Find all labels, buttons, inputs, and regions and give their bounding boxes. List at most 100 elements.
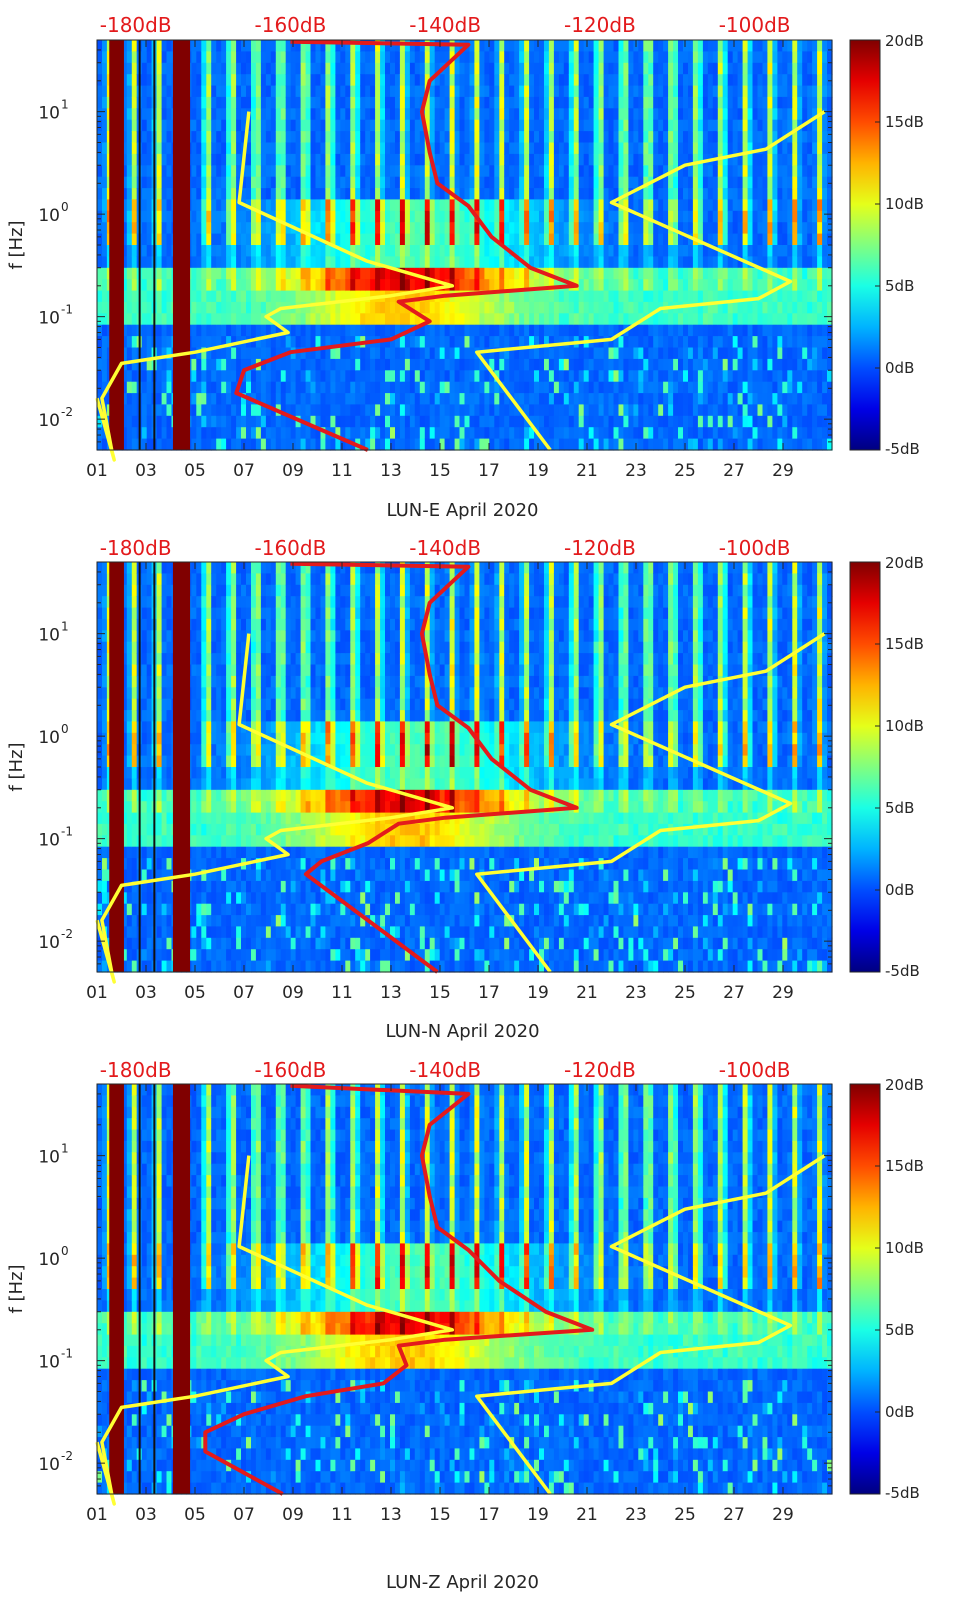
- red-noise-line: [234, 39, 579, 452]
- top-db-label: -100dB: [719, 536, 791, 560]
- x-tick-label: 11: [331, 983, 353, 1003]
- colorbar-label: 15dB: [885, 1157, 924, 1175]
- colorbar-label: 0dB: [885, 359, 914, 377]
- x-axis-label: LUN-Z April 2020: [386, 1572, 539, 1593]
- x-tick-label: 23: [625, 1505, 647, 1525]
- top-db-label: -180dB: [100, 1058, 172, 1082]
- x-tick-label: 05: [184, 461, 206, 481]
- colorbar-label: 5dB: [885, 1321, 914, 1339]
- heatmap-image: [97, 1084, 833, 1495]
- yellow-envelope-line: [95, 1155, 455, 1506]
- x-tick-label: 25: [674, 1505, 696, 1525]
- x-tick-label: 17: [478, 461, 500, 481]
- colorbar-label: 20dB: [885, 1076, 924, 1094]
- x-tick-label: 17: [478, 1505, 500, 1525]
- y-tick-label: 10: [38, 1148, 60, 1168]
- x-tick-label: 01: [86, 461, 108, 481]
- x-tick-label: 23: [625, 983, 647, 1003]
- y-tick-exponent: 0: [61, 1244, 69, 1258]
- x-tick-label: 11: [331, 1505, 353, 1525]
- y-tick-exponent: -1: [61, 825, 73, 839]
- x-tick-label: 27: [723, 983, 745, 1003]
- x-tick-label: 29: [772, 983, 794, 1003]
- colorbar-label: 0dB: [885, 881, 914, 899]
- x-tick-label: 05: [184, 1505, 206, 1525]
- y-tick-exponent: -2: [61, 1449, 73, 1463]
- y-tick-label: 10: [38, 1250, 60, 1270]
- y-tick-exponent: -2: [61, 927, 73, 941]
- x-tick-label: 11: [331, 461, 353, 481]
- x-tick-label: 17: [478, 983, 500, 1003]
- colorbar-label: 10dB: [885, 1239, 924, 1257]
- colorbar: [849, 39, 881, 451]
- colorbar: [849, 561, 881, 973]
- x-tick-label: 07: [233, 461, 255, 481]
- x-tick-label: 13: [380, 983, 402, 1003]
- colorbar-label: 10dB: [885, 195, 924, 213]
- top-db-label: -160dB: [255, 1058, 327, 1082]
- x-tick-label: 03: [135, 461, 157, 481]
- y-tick-label: 10: [38, 831, 60, 851]
- top-db-label: -140dB: [409, 13, 481, 37]
- x-tick-label: 09: [282, 983, 304, 1003]
- y-tick-exponent: 1: [61, 98, 69, 112]
- yellow-envelope-line: [475, 632, 826, 974]
- y-tick-label: 10: [38, 411, 60, 431]
- x-tick-label: 05: [184, 983, 206, 1003]
- x-tick-label: 03: [135, 983, 157, 1003]
- x-tick-label: 25: [674, 983, 696, 1003]
- yellow-envelope-line: [95, 633, 455, 984]
- x-tick-label: 27: [723, 461, 745, 481]
- colorbar-label: 5dB: [885, 799, 914, 817]
- x-tick-label: 23: [625, 461, 647, 481]
- top-db-label: -100dB: [719, 13, 791, 37]
- x-tick-label: 07: [233, 1505, 255, 1525]
- x-tick-label: 07: [233, 983, 255, 1003]
- red-noise-line: [290, 561, 579, 974]
- x-tick-label: 19: [527, 983, 549, 1003]
- y-axis-label: f [Hz]: [6, 220, 27, 269]
- y-axis-label: f [Hz]: [6, 1264, 27, 1313]
- x-tick-label: 29: [772, 461, 794, 481]
- x-axis-label: LUN-N April 2020: [385, 1021, 539, 1042]
- x-tick-label: 03: [135, 1505, 157, 1525]
- top-db-label: -120dB: [564, 13, 636, 37]
- colorbar-label: 20dB: [885, 554, 924, 572]
- x-tick-label: 15: [429, 1505, 451, 1525]
- y-tick-label: 10: [38, 309, 60, 329]
- y-tick-label: 10: [38, 1455, 60, 1475]
- colorbar-label: -5dB: [885, 440, 920, 458]
- red-noise-line: [203, 1083, 595, 1496]
- yellow-envelope-line: [475, 1154, 826, 1496]
- x-tick-label: 21: [576, 1505, 598, 1525]
- x-tick-label: 19: [527, 461, 549, 481]
- y-tick-exponent: -1: [61, 303, 73, 317]
- top-db-label: -160dB: [255, 536, 327, 560]
- y-tick-exponent: 0: [61, 722, 69, 736]
- colorbar-label: -5dB: [885, 962, 920, 980]
- x-tick-label: 21: [576, 983, 598, 1003]
- x-tick-label: 01: [86, 983, 108, 1003]
- colorbar-label: -5dB: [885, 1484, 920, 1502]
- heatmap-image: [97, 562, 833, 973]
- colorbar-label: 15dB: [885, 113, 924, 131]
- colorbar-label: 20dB: [885, 32, 924, 50]
- x-tick-label: 15: [429, 461, 451, 481]
- colorbar-label: 10dB: [885, 717, 924, 735]
- top-db-label: -160dB: [255, 13, 327, 37]
- y-tick-exponent: 1: [61, 620, 69, 634]
- x-tick-label: 01: [86, 1505, 108, 1525]
- x-tick-label: 29: [772, 1505, 794, 1525]
- x-tick-label: 27: [723, 1505, 745, 1525]
- colorbar-label: 5dB: [885, 277, 914, 295]
- x-tick-label: 09: [282, 1505, 304, 1525]
- x-tick-label: 13: [380, 461, 402, 481]
- top-db-label: -180dB: [100, 13, 172, 37]
- y-tick-label: 10: [38, 728, 60, 748]
- y-tick-label: 10: [38, 626, 60, 646]
- top-db-label: -140dB: [409, 536, 481, 560]
- yellow-envelope-line: [95, 111, 455, 462]
- x-tick-label: 13: [380, 1505, 402, 1525]
